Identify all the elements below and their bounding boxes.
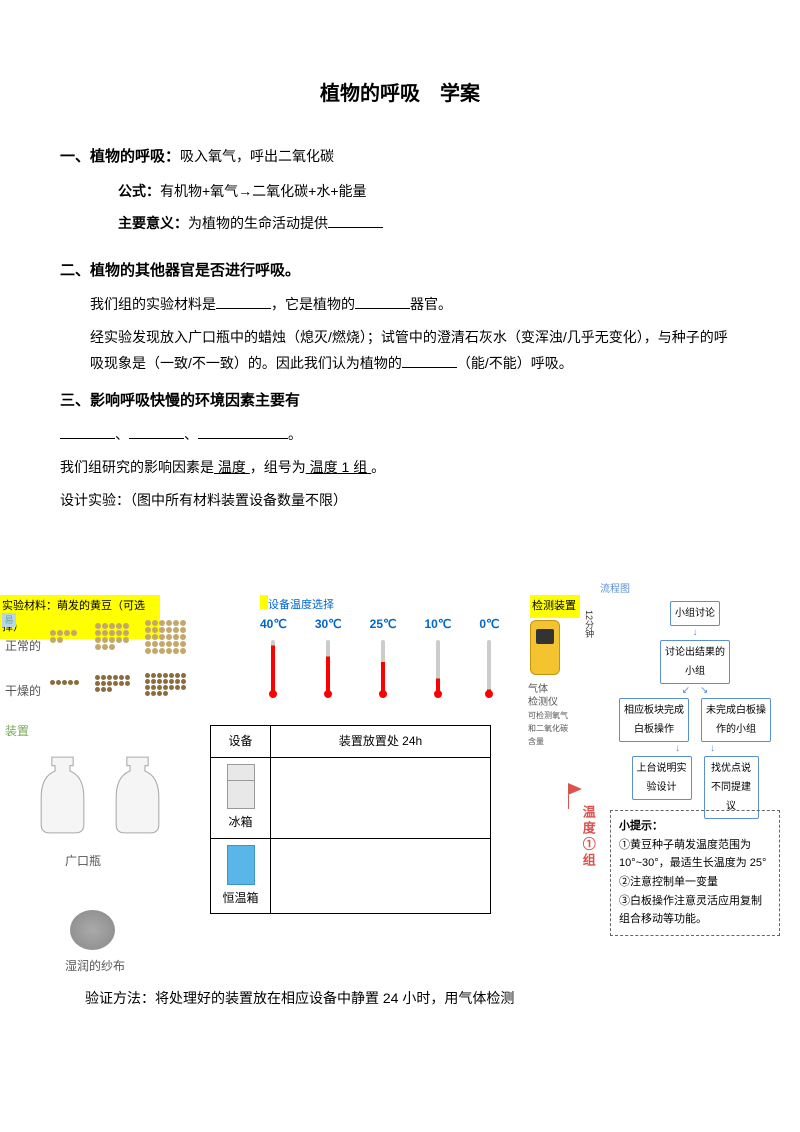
td-empty[interactable] [271, 757, 491, 838]
meaning: 为植物的生命活动提供 [188, 215, 328, 231]
seed-pile [145, 620, 190, 654]
arrow-down-icon: ↓ [600, 628, 790, 638]
tip-title: 小提示： [619, 817, 771, 836]
blank[interactable] [60, 425, 115, 439]
arrow-down-icon: ↓ ↓ [600, 744, 790, 754]
thermometer-icon [326, 640, 330, 695]
meaning-label: 主要意义： [118, 215, 188, 231]
seed-pile [50, 630, 80, 643]
device-label: 装置 [5, 720, 29, 743]
seed-pile-dry [50, 680, 80, 685]
blank[interactable] [198, 425, 288, 439]
s3-p1b-u: 温度 1 组 [306, 459, 371, 475]
materials-label: 实验材料：萌发的黄豆（可选择） [0, 595, 160, 639]
s2-p1b: ，它是植物的 [271, 296, 355, 312]
meaning-row: 主要意义：为植物的生命活动提供 [60, 210, 740, 237]
tip-line: ②注意控制单一变量 [619, 873, 771, 892]
seed-pile-dry [145, 673, 190, 696]
tip-box: 小提示： ①黄豆种子萌发温度范围为 10°~30°，最适生长温度为 25° ②注… [610, 810, 780, 936]
s2-p2: 经实验发现放入广口瓶中的蜡烛（熄灭/燃烧）；试管中的澄清石灰水（变浑浊/几乎无变… [60, 324, 740, 377]
arrow-down-icon: ↙ ↘ [600, 686, 790, 696]
flow-minutes: 12分钟 [580, 610, 597, 638]
td-fridge: 冰箱 [211, 757, 271, 838]
formula-row: 公式：有机物+氧气→二氧化碳+水+能量 [60, 178, 740, 205]
tip-line: ③白板操作注意灵活应用复制组合移动等功能。 [619, 892, 771, 929]
detect-label: 检测装置 [530, 595, 580, 618]
s3-head: 三、影响呼吸快慢的环境因素主要有 [60, 387, 740, 416]
s3-p2: 设计实验：（图中所有材料装置设备数量不限） [60, 487, 740, 514]
s3-p1a: 我们组研究的影响因素是 [60, 459, 214, 475]
flow-node: 相应板块完成白板操作 [619, 698, 689, 742]
flag-icon [568, 783, 582, 795]
flowchart: 流程图 12分钟 小组讨论 ↓ 讨论出结果的小组 ↙ ↘ 相应板块完成白板操作 … [600, 580, 790, 821]
blank[interactable] [402, 354, 457, 368]
normal-label: 正常的 [5, 635, 41, 658]
blank[interactable] [328, 214, 383, 228]
blank[interactable] [216, 295, 271, 309]
page-title: 植物的呼吸 学案 [60, 75, 740, 113]
oven-icon [227, 845, 255, 885]
blank-row: 、、。 [60, 421, 740, 448]
thermometer-icon [487, 640, 491, 695]
yellow-dot [260, 595, 268, 609]
flow-node: 上台说明实验设计 [632, 756, 692, 800]
flow-node: 讨论出结果的小组 [660, 640, 730, 684]
th-device: 设备 [211, 726, 271, 758]
jar-icon [35, 755, 90, 835]
s2-p2b: （能/不能）呼吸。 [457, 355, 573, 371]
formula-label: 公式： [118, 183, 160, 199]
seed-pile [95, 623, 135, 650]
s3-p1: 我们组研究的影响因素是 温度 ，组号为 温度 1 组 。 [60, 454, 740, 481]
temp-item: 0℃ [479, 613, 499, 695]
group-label: 温度①组 [575, 805, 600, 869]
temp-item: 40℃ [260, 613, 287, 695]
blank[interactable] [129, 425, 184, 439]
temp-row: 40℃ 30℃ 25℃ 10℃ 0℃ [260, 613, 499, 695]
temp-item: 10℃ [424, 613, 451, 695]
td-oven: 恒温箱 [211, 838, 271, 914]
design-table: 设备装置放置处 24h 冰箱 恒温箱 [210, 725, 491, 914]
dry-label: 干燥的 [5, 680, 41, 703]
cloth-icon [70, 910, 115, 950]
s1-text: 吸入氧气，呼出二氧化碳 [180, 148, 334, 164]
th-place: 装置放置处 24h [271, 726, 491, 758]
s3-p1a-u: 温度 [214, 459, 250, 475]
flow-title: 流程图 [600, 584, 630, 595]
materials-area: 实验材料：萌发的黄豆（可选择） 易 设备温度选择 检测装置 正常的 干燥的 装置… [0, 595, 800, 1025]
formula: 有机物+氧气→二氧化碳+水+能量 [160, 183, 367, 199]
s1-head: 一、植物的呼吸： [60, 148, 180, 165]
tip-line: ①黄豆种子萌发温度范围为 10°~30°，最适生长温度为 25° [619, 836, 771, 873]
detector-label: 气体 检测仪可检测氧气 和二氧化碳 含量 [528, 683, 568, 748]
flow-node: 小组讨论 [670, 601, 720, 626]
td-empty[interactable] [271, 838, 491, 914]
gas-detector-icon [530, 620, 560, 675]
s2-head: 二、植物的其他器官是否进行呼吸。 [60, 257, 740, 286]
jar-icon [110, 755, 165, 835]
jar-label: 广口瓶 [65, 850, 101, 873]
s2-p1c: 器官。 [410, 296, 452, 312]
s2-p1: 我们组的实验材料是 ，它是植物的 器官。 [60, 291, 740, 318]
thermometer-icon [271, 640, 275, 695]
flow-node: 未完成白板操作的小组 [701, 698, 771, 742]
seed-pile-dry [95, 675, 135, 692]
thermometer-icon [381, 640, 385, 695]
temp-item: 25℃ [370, 613, 397, 695]
s3-p1c: 。 [371, 459, 385, 475]
yi-mark: 易 [2, 613, 16, 627]
blank[interactable] [355, 295, 410, 309]
thermometer-icon [436, 640, 440, 695]
verify-text: 验证方法：将处理好的装置放在相应设备中静置 24 小时，用气体检测 [85, 985, 514, 1012]
s3-p1b: ，组号为 [250, 459, 306, 475]
cloth-label: 湿润的纱布 [65, 955, 125, 978]
temp-item: 30℃ [315, 613, 342, 695]
section-1: 一、植物的呼吸：吸入氧气，呼出二氧化碳 [60, 143, 740, 172]
fridge-icon [227, 764, 255, 809]
s2-p1a: 我们组的实验材料是 [90, 296, 216, 312]
